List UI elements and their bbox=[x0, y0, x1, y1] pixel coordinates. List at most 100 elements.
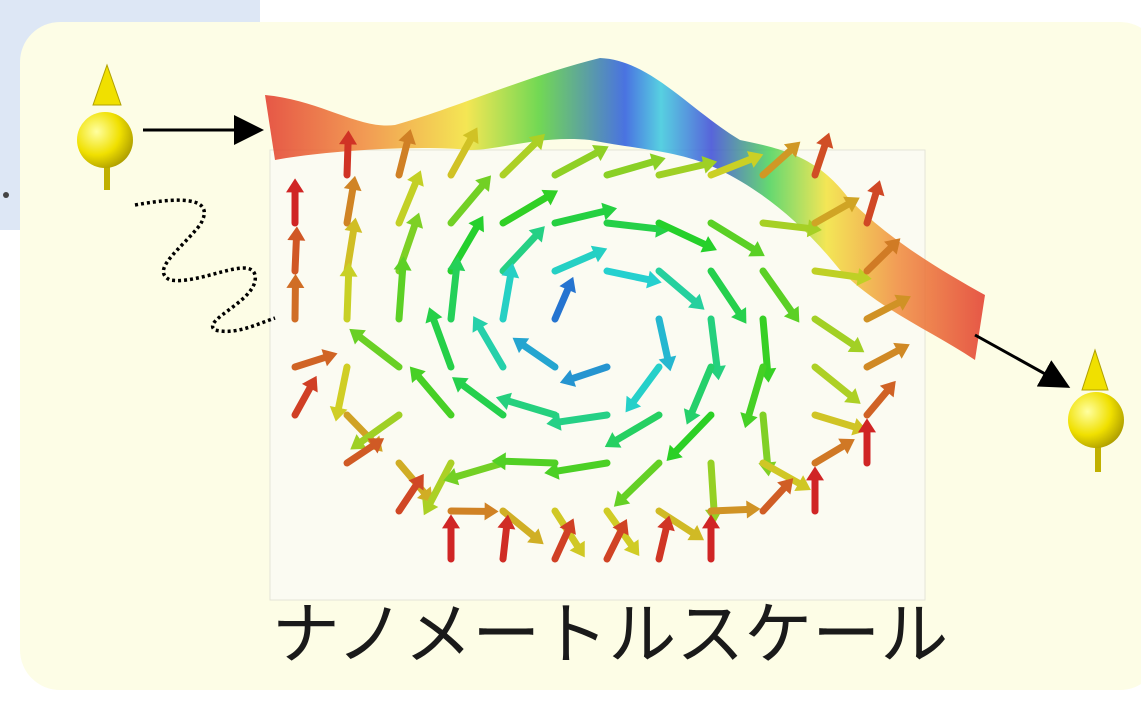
spin-head bbox=[666, 444, 683, 462]
spin-shaft bbox=[343, 442, 376, 467]
spin-head bbox=[447, 256, 466, 272]
spin-shaft bbox=[707, 219, 757, 253]
spin-shaft bbox=[291, 354, 328, 371]
spin-shaft bbox=[655, 219, 708, 248]
spin-head bbox=[858, 418, 876, 433]
spin-head bbox=[528, 226, 545, 243]
spin-head bbox=[287, 226, 306, 241]
spin-head bbox=[592, 145, 609, 161]
spin-shaft bbox=[499, 232, 539, 275]
spin-head bbox=[475, 175, 492, 192]
spin-shaft bbox=[811, 201, 852, 227]
spin-shaft bbox=[343, 140, 352, 179]
spin-head bbox=[408, 473, 424, 491]
spin-head bbox=[700, 236, 717, 253]
spin-shaft bbox=[291, 236, 300, 275]
spin-head bbox=[442, 514, 460, 529]
spin-shaft bbox=[551, 286, 572, 323]
spin-head bbox=[646, 270, 662, 289]
spin-head bbox=[546, 412, 562, 431]
spin-shaft bbox=[759, 267, 795, 315]
spin-shaft bbox=[811, 363, 854, 399]
spin-head bbox=[301, 375, 318, 393]
spin-ribbon bbox=[265, 58, 985, 360]
spin-head bbox=[495, 392, 512, 410]
spin-head bbox=[544, 462, 560, 480]
spin-shaft bbox=[811, 315, 857, 348]
spin-head bbox=[893, 342, 910, 359]
spin-shaft bbox=[395, 266, 407, 323]
spin-head bbox=[590, 245, 608, 263]
spin-shaft bbox=[335, 363, 351, 412]
spin-shaft bbox=[395, 179, 419, 227]
spin-shaft bbox=[343, 272, 353, 323]
spin-shaft bbox=[672, 411, 715, 455]
spin-shaft bbox=[655, 507, 696, 537]
spin-head bbox=[702, 514, 720, 529]
spin-shaft bbox=[811, 411, 858, 431]
spin-head bbox=[491, 452, 506, 471]
spin-head bbox=[731, 307, 747, 324]
spin-head bbox=[559, 276, 576, 294]
spin-head bbox=[894, 294, 911, 311]
spin-head bbox=[884, 238, 901, 255]
spin-shaft bbox=[811, 442, 847, 467]
spin-head bbox=[398, 129, 416, 145]
spin-head bbox=[777, 478, 794, 495]
spin-shaft bbox=[430, 316, 455, 371]
spin-head bbox=[497, 514, 516, 530]
spin-shaft bbox=[759, 484, 788, 515]
spin-head bbox=[422, 498, 439, 516]
spin-shaft bbox=[502, 457, 559, 467]
spin-shaft bbox=[447, 182, 486, 227]
spin-head bbox=[687, 525, 705, 541]
spin-shaft bbox=[499, 194, 550, 227]
spin-shaft bbox=[707, 459, 718, 513]
spin-head bbox=[701, 155, 718, 174]
spin-shaft bbox=[551, 207, 607, 227]
spin-head bbox=[393, 256, 412, 271]
spin-head bbox=[528, 133, 545, 151]
spin-shaft bbox=[745, 363, 767, 419]
spin-head bbox=[623, 539, 640, 557]
spin-shaft bbox=[476, 324, 507, 371]
spin-head bbox=[746, 500, 761, 519]
spin-shaft bbox=[603, 528, 625, 563]
spin-shaft bbox=[426, 459, 455, 507]
spin-head bbox=[472, 316, 489, 333]
spin-head bbox=[343, 175, 362, 192]
spin-shaft bbox=[863, 388, 891, 419]
bullet bbox=[3, 192, 9, 198]
spin-head bbox=[625, 395, 642, 413]
spin-head bbox=[683, 408, 701, 425]
spin-head bbox=[541, 189, 559, 206]
spin-head bbox=[816, 132, 834, 149]
spin-head bbox=[740, 412, 758, 429]
spin-shaft bbox=[554, 459, 611, 475]
spin-shaft bbox=[551, 527, 572, 563]
spin-shaft bbox=[603, 158, 656, 179]
spin-shaft bbox=[655, 161, 708, 179]
spin-head bbox=[501, 262, 520, 279]
spin-shaft bbox=[759, 147, 794, 179]
spin-head bbox=[407, 170, 424, 187]
spin-shaft bbox=[863, 347, 901, 371]
spin-head bbox=[783, 306, 800, 323]
spin-head bbox=[843, 196, 860, 213]
spin-shaft bbox=[499, 140, 539, 179]
spin-shaft bbox=[551, 149, 600, 179]
spin-head bbox=[783, 141, 801, 158]
spin-shaft bbox=[415, 373, 455, 419]
spin-shaft bbox=[655, 267, 698, 305]
spin-head bbox=[559, 369, 577, 387]
spin-head bbox=[688, 293, 705, 310]
spin-head bbox=[409, 366, 426, 383]
spin-head bbox=[329, 405, 348, 422]
spin-head bbox=[569, 540, 585, 558]
spin-shaft bbox=[603, 267, 652, 284]
spin-head bbox=[286, 273, 305, 289]
spin-head bbox=[879, 380, 896, 398]
skyrmion bbox=[286, 127, 911, 563]
spin-shaft bbox=[356, 333, 403, 371]
